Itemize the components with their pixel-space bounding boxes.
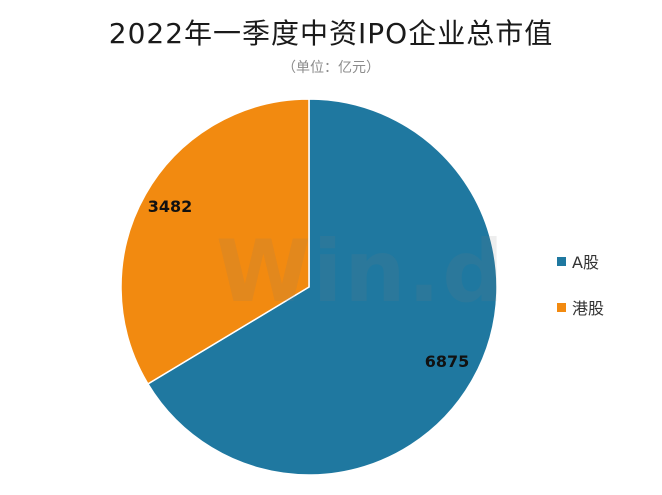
legend-label-hk-share: 港股 xyxy=(572,299,605,318)
pie-slice-1 xyxy=(120,98,310,385)
data-label-0: 6875 xyxy=(425,352,470,371)
legend-swatch-a-share xyxy=(557,256,566,266)
chart-subtitle: （单位：亿元） xyxy=(282,60,380,76)
pie-slice-0 xyxy=(146,98,498,476)
legend-item-hk-share: 港股 xyxy=(557,296,604,318)
legend-label-a-share: A股 xyxy=(572,253,599,272)
legend-item-a-share: A股 xyxy=(557,250,604,272)
legend-swatch-hk-share xyxy=(557,302,566,312)
legend: A股 港股 xyxy=(557,250,604,342)
data-label-1: 3482 xyxy=(148,197,193,216)
chart-title: 2022年一季度中资IPO企业总市值 xyxy=(108,17,554,50)
watermark: Win.d xyxy=(216,222,506,322)
